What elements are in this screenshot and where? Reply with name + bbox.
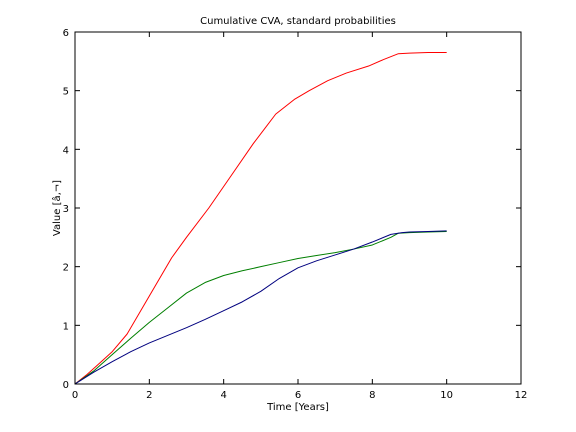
x-tick-label: 2	[146, 390, 152, 401]
x-axis-label: Time [Years]	[266, 402, 329, 413]
x-tick-label: 0	[72, 390, 78, 401]
y-tick-label: 4	[63, 145, 69, 156]
y-axis-label: Value [â‚¬]	[51, 180, 63, 236]
y-tick-label: 0	[63, 380, 69, 391]
plot-area-frame	[74, 31, 522, 385]
x-tick-label: 4	[220, 390, 226, 401]
y-tick-label: 5	[63, 87, 69, 98]
series-line-2	[74, 230, 447, 385]
x-tick-label: 8	[369, 390, 375, 401]
chart-title: Cumulative CVA, standard probabilities	[200, 16, 396, 27]
series-layer	[74, 52, 447, 385]
x-tick-label: 6	[295, 390, 301, 401]
series-line-1	[74, 52, 447, 385]
y-tick-label: 1	[63, 321, 69, 332]
x-tick-label: 12	[515, 390, 528, 401]
y-tick-label: 2	[63, 263, 69, 274]
plot-area-background	[75, 32, 521, 384]
series-line-3	[74, 230, 447, 385]
x-tick-label: 10	[440, 390, 453, 401]
y-tick-label: 6	[63, 28, 69, 39]
y-tick-label: 3	[63, 204, 69, 215]
